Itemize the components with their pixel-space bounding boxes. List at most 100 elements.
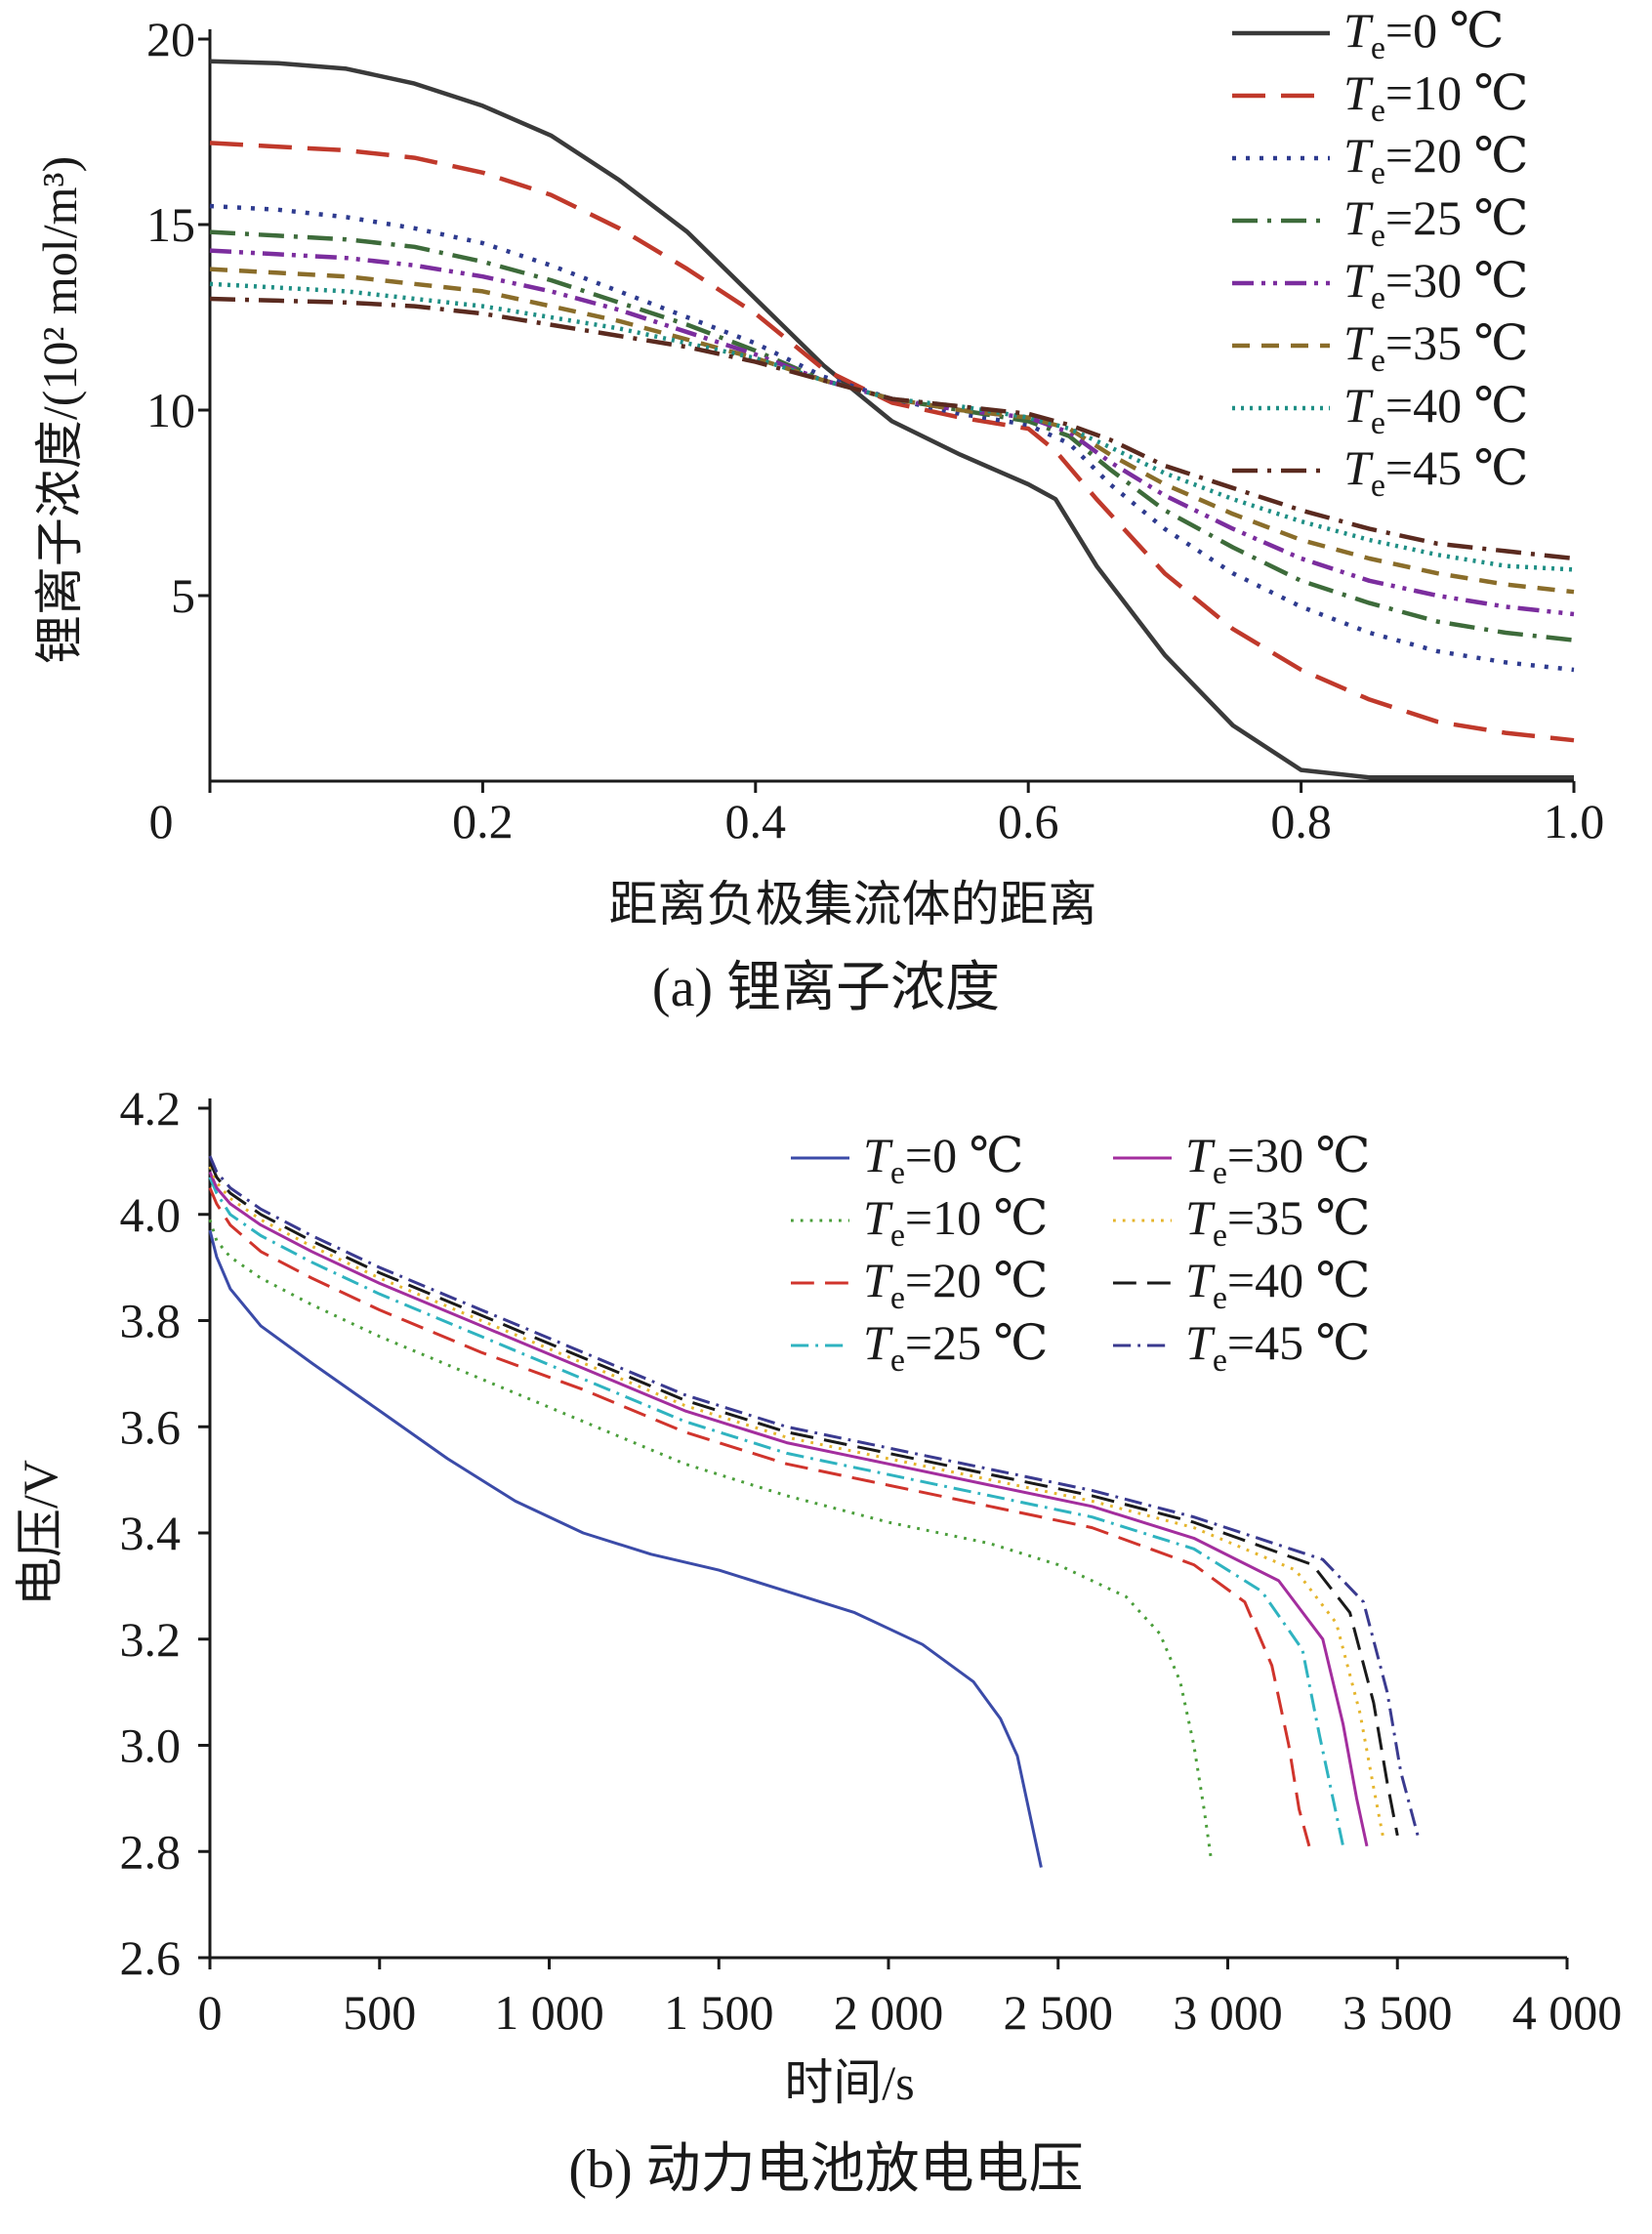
y-tick-label: 10: [146, 383, 195, 437]
legend-entry: Te=0 ℃: [1343, 3, 1505, 66]
y-tick-label: 3.4: [120, 1506, 182, 1560]
legend-sub: e: [1213, 1155, 1227, 1191]
legend-rest: =35 ℃: [1385, 315, 1529, 370]
legend-entry: Te=10 ℃: [863, 1190, 1049, 1254]
series-lines: [209, 59, 1575, 780]
legend-rest: =30 ℃: [1385, 253, 1529, 308]
legend-sub: e: [890, 1280, 905, 1316]
legend-rest: =20 ℃: [905, 1253, 1049, 1307]
legend-var: T: [1185, 1190, 1216, 1245]
y-tick-label: 3.0: [120, 1718, 182, 1773]
legend-rest: =45 ℃: [1227, 1315, 1371, 1370]
legend-entry: Te=35 ℃: [1343, 315, 1529, 379]
legend-var: T: [1343, 190, 1374, 245]
y-axis-title: 电压/V: [13, 1460, 67, 1606]
legend-sub: e: [1371, 218, 1385, 254]
x-tick-label: 2 500: [1004, 1985, 1114, 2040]
legend-var: T: [863, 1128, 893, 1182]
legend-entry: Te=20 ℃: [1343, 128, 1529, 191]
series-line-0: [208, 1229, 1043, 1868]
legend-rest: =45 ℃: [1385, 440, 1529, 495]
legend-rest: =0 ℃: [905, 1128, 1024, 1182]
y-tick-label: 20: [146, 12, 195, 66]
legend: Te=0 ℃Te=10 ℃Te=20 ℃Te=25 ℃Te=30 ℃Te=35 …: [791, 1128, 1371, 1379]
legend-sub: e: [890, 1155, 905, 1191]
legend-entry: Te=45 ℃: [1343, 440, 1529, 504]
x-tick-label: 1 000: [494, 1985, 604, 2040]
legend-entry: Te=0 ℃: [863, 1128, 1024, 1191]
x-tick-label: 0.8: [1270, 794, 1332, 848]
y-tick-label: 3.2: [120, 1612, 182, 1667]
legend-entry: Te=10 ℃: [1343, 65, 1529, 129]
legend-var: T: [863, 1253, 893, 1307]
series-line-7: [208, 1155, 1420, 1837]
legend: Te=0 ℃Te=10 ℃Te=20 ℃Te=25 ℃Te=30 ℃Te=35 …: [1232, 3, 1529, 504]
chart-panel-a: 0 0.2 0.4 0.6 0.8 1.0 5 10 15 20 距离负极集流体的距离 锂离子浓度/(…: [32, 3, 1604, 1018]
series-line-3: [209, 229, 1575, 642]
legend-rest: =25 ℃: [905, 1315, 1049, 1370]
legend-rest: =25 ℃: [1385, 190, 1529, 245]
x-tick-label: 4 000: [1512, 1985, 1623, 2040]
legend-sub: e: [890, 1218, 905, 1254]
legend-var: T: [863, 1190, 893, 1245]
series-line-6: [209, 281, 1575, 572]
panel-caption: (a) 锂离子浓度: [652, 958, 1000, 1018]
legend-entry: Te=30 ℃: [1185, 1128, 1371, 1191]
chart-panel-b: 0 500 1 000 1 500 2 000 2 500 3 000 3 500 4 000 2…: [13, 1081, 1622, 2200]
x-axis-title: 距离负极集流体的距离: [609, 877, 1097, 931]
series-line-6: [208, 1160, 1399, 1837]
x-tick-label: 0.4: [725, 794, 787, 848]
legend-var: T: [1343, 440, 1374, 495]
legend-entry: Te=40 ℃: [1185, 1253, 1371, 1316]
legend-var: T: [1343, 378, 1374, 433]
legend-var: T: [1343, 253, 1374, 308]
legend-sub: e: [1371, 280, 1385, 316]
legend-sub: e: [1371, 30, 1385, 66]
legend-entry: Te=40 ℃: [1343, 378, 1529, 441]
y-tick-label: 2.6: [120, 1930, 182, 1985]
legend-entry: Te=25 ℃: [863, 1315, 1049, 1379]
x-tick-label: 0.2: [452, 794, 514, 848]
x-tick-label: 3 500: [1342, 1985, 1453, 2040]
legend-rest: =10 ℃: [905, 1190, 1049, 1245]
legend-sub: e: [1371, 343, 1385, 379]
y-tick-label: 4.2: [120, 1081, 182, 1136]
x-tick-label: 1 500: [664, 1985, 774, 2040]
series-line-1: [209, 141, 1575, 743]
legend-rest: =20 ℃: [1385, 128, 1529, 183]
x-tick-label: 3 000: [1173, 1985, 1283, 2040]
series-line-4: [208, 1171, 1369, 1847]
series-line-5: [209, 267, 1575, 595]
y-tick-label: 2.8: [120, 1824, 182, 1879]
x-tick-label: 0: [149, 794, 174, 848]
legend-rest: =10 ℃: [1385, 65, 1529, 120]
legend-sub: e: [1213, 1280, 1227, 1316]
y-tick-label: 3.6: [120, 1399, 182, 1454]
series-line-2: [208, 1187, 1311, 1847]
legend-entry: Te=25 ℃: [1343, 190, 1529, 254]
legend-sub: e: [1371, 468, 1385, 504]
y-tick-label: 5: [171, 568, 195, 623]
legend-var: T: [1185, 1128, 1216, 1182]
y-tick-label: 15: [146, 197, 195, 252]
y-tick-label: 3.8: [120, 1294, 182, 1348]
y-tick-label: 4.0: [120, 1187, 182, 1242]
legend-var: T: [1185, 1315, 1216, 1370]
legend-rest: =40 ℃: [1227, 1253, 1371, 1307]
series-line-2: [209, 203, 1575, 673]
x-tick-label: 0: [198, 1985, 223, 2040]
x-tick-label: 1.0: [1544, 794, 1605, 848]
legend-sub: e: [1371, 155, 1385, 191]
axes: 0 0.2 0.4 0.6 0.8 1.0 5 10 15 20: [146, 12, 1604, 848]
series-lines: [208, 1155, 1420, 1868]
legend-rest: =30 ℃: [1227, 1128, 1371, 1182]
axes: 0 500 1 000 1 500 2 000 2 500 3 000 3 500 4 000 2…: [120, 1081, 1623, 2040]
legend-sub: e: [1371, 93, 1385, 129]
x-tick-label: 0.6: [998, 794, 1059, 848]
legend-var: T: [863, 1315, 893, 1370]
series-line-0: [209, 59, 1574, 780]
legend-var: T: [1343, 315, 1374, 370]
legend-rest: =40 ℃: [1385, 378, 1529, 433]
legend-sub: e: [890, 1343, 905, 1379]
